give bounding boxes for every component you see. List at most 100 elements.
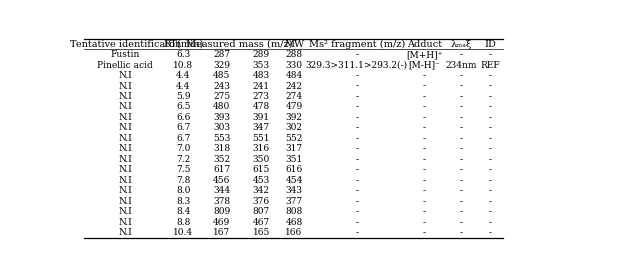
Text: 10.8: 10.8 xyxy=(173,61,193,70)
Text: 7.2: 7.2 xyxy=(176,155,190,164)
Text: -: - xyxy=(423,144,426,153)
Text: -: - xyxy=(489,165,492,174)
Text: 391: 391 xyxy=(253,113,270,122)
Text: 469: 469 xyxy=(213,218,231,227)
Text: -: - xyxy=(489,207,492,216)
Text: N.I: N.I xyxy=(118,123,132,132)
Text: 478: 478 xyxy=(253,103,270,112)
Text: 273: 273 xyxy=(253,92,270,101)
Text: 4.4: 4.4 xyxy=(176,71,190,80)
Text: 7.5: 7.5 xyxy=(176,165,190,174)
Text: 8.3: 8.3 xyxy=(176,197,190,206)
Text: 353: 353 xyxy=(253,61,270,70)
Text: -: - xyxy=(459,144,462,153)
Text: 288: 288 xyxy=(285,50,302,59)
Text: 274: 274 xyxy=(285,92,302,101)
Text: N.I: N.I xyxy=(118,207,132,216)
Text: -: - xyxy=(355,165,358,174)
Text: -: - xyxy=(459,71,462,80)
Text: N.I: N.I xyxy=(118,176,132,185)
Text: N.I: N.I xyxy=(118,103,132,112)
Text: -: - xyxy=(489,50,492,59)
Text: 5.9: 5.9 xyxy=(176,92,190,101)
Text: Tentative identificaton: Tentative identificaton xyxy=(69,40,181,49)
Text: 4.4: 4.4 xyxy=(176,82,190,91)
Text: -: - xyxy=(423,92,426,101)
Text: 7.0: 7.0 xyxy=(176,144,190,153)
Text: -: - xyxy=(423,103,426,112)
Text: -: - xyxy=(459,207,462,216)
Text: -: - xyxy=(355,228,358,237)
Text: -: - xyxy=(355,71,358,80)
Text: 6.3: 6.3 xyxy=(176,50,190,59)
Text: 166: 166 xyxy=(285,228,302,237)
Text: -: - xyxy=(355,82,358,91)
Text: 241: 241 xyxy=(253,82,270,91)
Text: -: - xyxy=(489,71,492,80)
Text: N.I: N.I xyxy=(118,82,132,91)
Text: MW: MW xyxy=(284,40,304,49)
Text: 453: 453 xyxy=(253,176,270,185)
Text: 479: 479 xyxy=(285,103,302,112)
Text: -: - xyxy=(489,176,492,185)
Text: 378: 378 xyxy=(213,197,231,206)
Text: 234nm: 234nm xyxy=(445,61,477,70)
Text: RT(min): RT(min) xyxy=(163,40,203,49)
Text: -: - xyxy=(423,82,426,91)
Text: 615: 615 xyxy=(253,165,270,174)
Text: -: - xyxy=(355,176,358,185)
Text: 303: 303 xyxy=(214,123,231,132)
Text: N.I: N.I xyxy=(118,92,132,101)
Text: -: - xyxy=(459,92,462,101)
Text: -: - xyxy=(423,197,426,206)
Text: N.I: N.I xyxy=(118,186,132,195)
Text: 242: 242 xyxy=(285,82,302,91)
Text: -: - xyxy=(489,197,492,206)
Text: 318: 318 xyxy=(213,144,231,153)
Text: -: - xyxy=(355,50,358,59)
Text: -: - xyxy=(423,71,426,80)
Text: 393: 393 xyxy=(214,113,231,122)
Text: -: - xyxy=(459,155,462,164)
Text: -: - xyxy=(423,134,426,143)
Text: -: - xyxy=(459,197,462,206)
Text: 392: 392 xyxy=(285,113,302,122)
Text: -: - xyxy=(489,218,492,227)
Text: -: - xyxy=(459,123,462,132)
Text: -: - xyxy=(355,218,358,227)
Text: -: - xyxy=(459,134,462,143)
Text: 342: 342 xyxy=(253,186,270,195)
Text: -: - xyxy=(489,103,492,112)
Text: 329.3>311.1>293.2(-): 329.3>311.1>293.2(-) xyxy=(306,61,408,70)
Text: 617: 617 xyxy=(213,165,231,174)
Text: 317: 317 xyxy=(285,144,302,153)
Text: -: - xyxy=(459,218,462,227)
Text: 6.6: 6.6 xyxy=(176,113,190,122)
Text: -: - xyxy=(489,228,492,237)
Text: N.I: N.I xyxy=(118,228,132,237)
Text: 454: 454 xyxy=(285,176,303,185)
Text: 377: 377 xyxy=(285,197,302,206)
Text: -: - xyxy=(489,144,492,153)
Text: 167: 167 xyxy=(213,228,231,237)
Text: Pinellic acid: Pinellic acid xyxy=(97,61,153,70)
Text: -: - xyxy=(355,123,358,132)
Text: -: - xyxy=(459,103,462,112)
Text: Ms² fragment (m/z): Ms² fragment (m/z) xyxy=(309,40,405,49)
Text: -: - xyxy=(459,82,462,91)
Text: 10.4: 10.4 xyxy=(173,228,193,237)
Text: Adduct: Adduct xyxy=(407,40,442,49)
Text: -: - xyxy=(355,186,358,195)
Text: λₘₐξ: λₘₐξ xyxy=(450,40,472,49)
Text: 483: 483 xyxy=(253,71,270,80)
Text: -: - xyxy=(355,103,358,112)
Text: 165: 165 xyxy=(253,228,270,237)
Text: ID: ID xyxy=(484,40,496,49)
Text: 343: 343 xyxy=(285,186,302,195)
Text: 352: 352 xyxy=(213,155,231,164)
Text: N.I: N.I xyxy=(118,165,132,174)
Text: 480: 480 xyxy=(213,103,231,112)
Text: 553: 553 xyxy=(213,134,231,143)
Text: -: - xyxy=(423,186,426,195)
Text: 809: 809 xyxy=(213,207,231,216)
